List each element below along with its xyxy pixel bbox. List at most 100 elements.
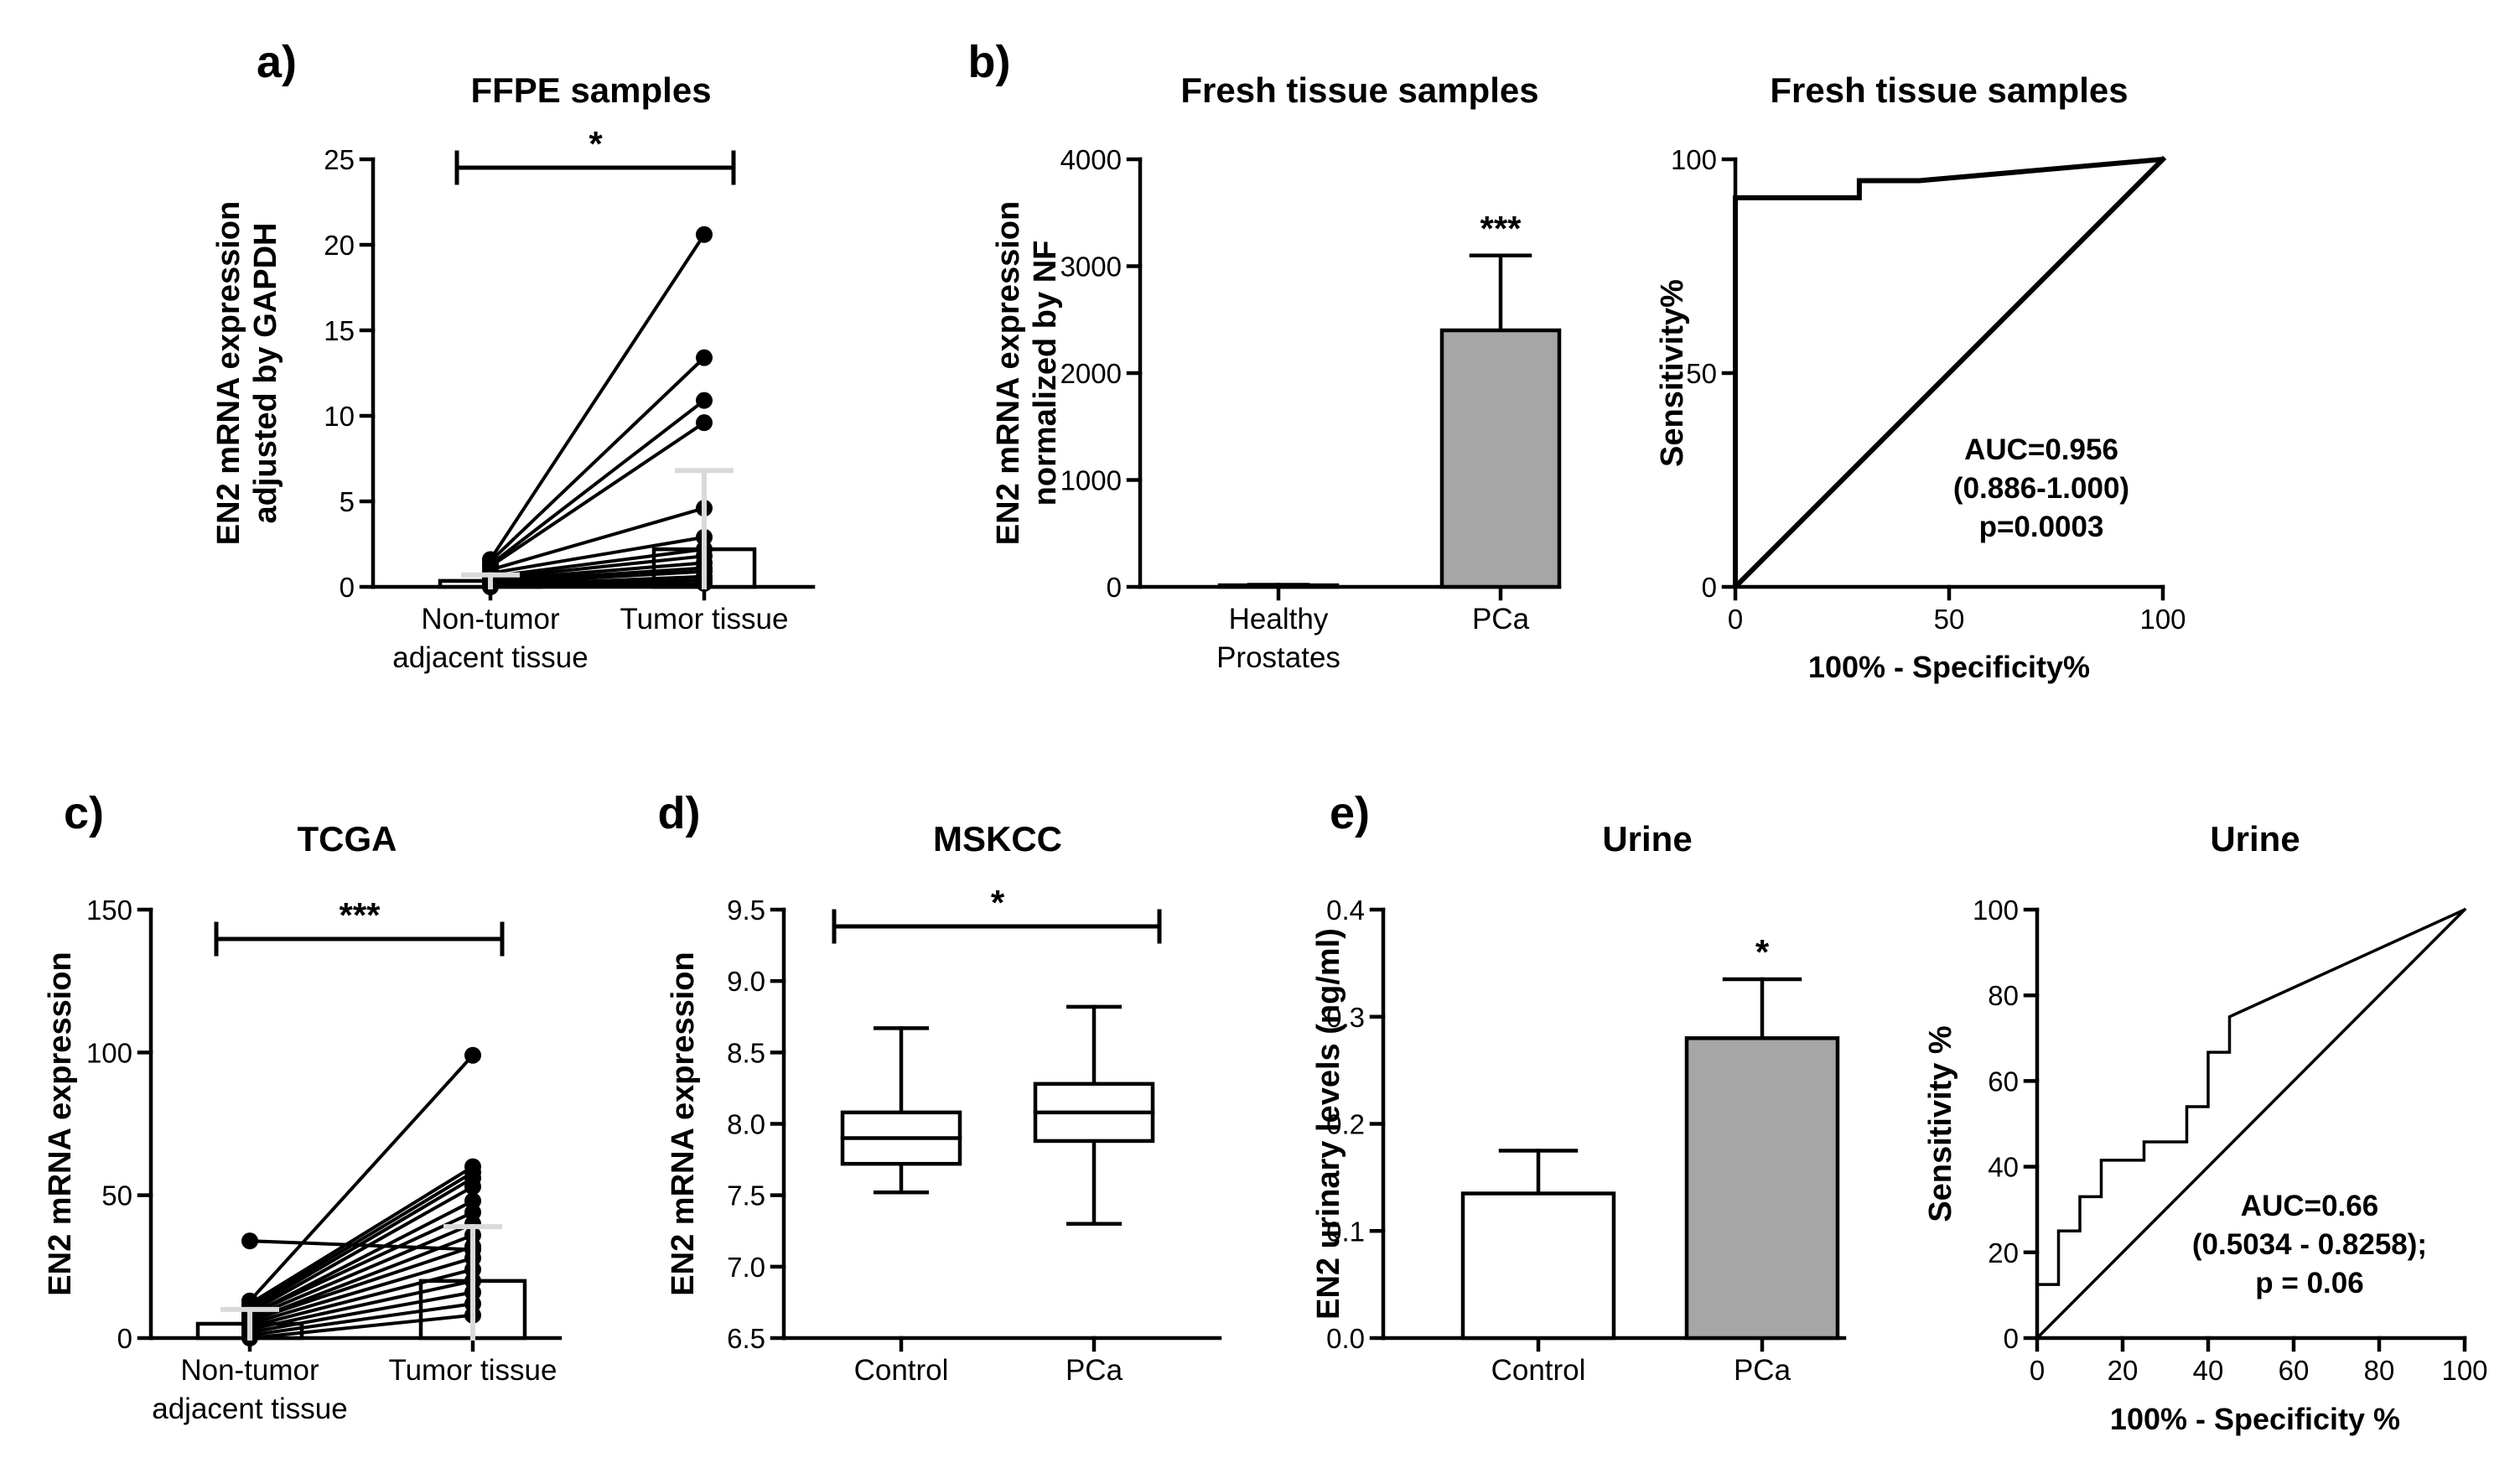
chart-title: FFPE samples (470, 70, 711, 110)
y-tick-label: 10 (324, 401, 355, 432)
paired-line (247, 1290, 475, 1335)
y-tick-label: 25 (324, 144, 355, 175)
bar (1460, 1191, 1616, 1341)
x-tick-label: PCa (1472, 603, 1530, 635)
y-axis-label: EN2 mRNA expression (43, 952, 78, 1295)
y-tick-label: 0.1 (1326, 1216, 1365, 1247)
x-tick-label: 0 (2030, 1355, 2045, 1386)
paired-line (247, 1267, 475, 1329)
data-point (241, 1232, 258, 1250)
paired-line (247, 1232, 475, 1324)
y-tick-label: 0 (117, 1323, 132, 1354)
y-tick-label: 7.0 (727, 1252, 765, 1283)
paired-line (247, 1222, 475, 1320)
panel-label: a) (257, 37, 297, 87)
chart-title: MSKCC (933, 819, 1062, 858)
significance-marker: *** (1480, 209, 1522, 248)
x-tick-label: 100 (2441, 1355, 2487, 1386)
paired-line (488, 561, 707, 582)
x-axis-label: 100% - Specificity% (1808, 650, 2090, 684)
y-axis-label: normalized by NF (1028, 241, 1063, 506)
paired-line (488, 231, 707, 563)
data-point (696, 349, 713, 366)
paired-line (488, 506, 707, 573)
y-tick-label: 7.5 (727, 1180, 765, 1211)
paired-line (488, 535, 707, 575)
y-tick-label: 15 (324, 315, 355, 346)
y-tick-label: 50 (1686, 358, 1717, 389)
y-tick-label: 0 (1107, 572, 1122, 603)
y-tick-label: 0.4 (1326, 895, 1365, 926)
x-tick-label: Healthy (1229, 603, 1329, 635)
x-axis-label: 100% - Specificity % (2110, 1402, 2400, 1436)
panel-label: e) (1330, 788, 1370, 838)
y-tick-label: 0.2 (1326, 1109, 1365, 1140)
x-tick-label: 60 (2279, 1355, 2310, 1386)
paired-line (247, 1313, 475, 1341)
data-point (696, 226, 713, 243)
chart-e2: Urine Sensitivity % 0 20 40 60 80 100 0 20 40 60 80 1… (1923, 819, 2488, 1436)
auc-annotation: p = 0.06 (2255, 1267, 2363, 1299)
paired-line (247, 1279, 475, 1332)
auc-annotation: AUC=0.66 (2241, 1190, 2378, 1222)
x-tick-label: adjacent tissue (392, 641, 588, 674)
x-tick-label: Control (854, 1354, 949, 1387)
x-tick-label: Non-tumor (180, 1354, 319, 1387)
x-tick-label: Tumor tissue (389, 1354, 557, 1387)
y-axis-label: Sensitivity % (1923, 1025, 1958, 1222)
reference-diagonal (2035, 907, 2467, 1341)
paired-line (247, 1210, 475, 1318)
chart-title: Fresh tissue samples (1770, 70, 2128, 110)
y-tick-label: 100 (1671, 144, 1717, 175)
y-tick-label: 40 (1988, 1152, 2019, 1183)
y-tick-label: 0 (340, 572, 355, 603)
y-axis-label: EN2 mRNA expression (666, 952, 701, 1295)
paired-line (488, 397, 707, 568)
y-tick-label: 0.3 (1326, 1002, 1365, 1033)
data-point (696, 392, 713, 409)
paired-line (488, 569, 707, 586)
paired-line (488, 547, 707, 578)
y-tick-label: 8.5 (727, 1037, 765, 1068)
chart-b1: b) Fresh tissue samples EN2 mRNA expressio… (968, 37, 1562, 674)
auc-annotation: p=0.0003 (1979, 511, 2104, 543)
y-tick-label: 20 (1988, 1237, 2019, 1268)
x-tick-label: 40 (2193, 1355, 2224, 1386)
auc-annotation: (0.886-1.000) (1953, 472, 2129, 505)
x-tick-label: PCa (1734, 1354, 1791, 1387)
chart-title: Urine (2210, 819, 2300, 858)
paired-line (247, 1164, 475, 1306)
y-axis-label: Sensitivity% (1655, 279, 1690, 467)
y-tick-label: 0 (1702, 572, 1717, 603)
paired-line (247, 1170, 475, 1310)
roc-curve (1733, 157, 2164, 587)
bar (1439, 328, 1562, 589)
data-point (464, 1046, 481, 1064)
y-axis-label: EN2 urinary levels (ng/ml) (1311, 928, 1346, 1320)
y-axis-label: adjusted by GAPDH (248, 223, 283, 524)
significance-marker: * (991, 883, 1005, 922)
data-point (696, 414, 713, 432)
chart-d: d) MSKCC EN2 mRNA expression 6.5 7.0 7.5 8.0 8.… (658, 788, 1222, 1387)
y-tick-label: 8.0 (727, 1109, 765, 1140)
paired-line (488, 355, 707, 564)
data-point (464, 1178, 481, 1196)
x-tick-label: 50 (1934, 604, 1965, 635)
chart-c: c) TCGA EN2 mRNA expression 0 50 100 150 Non-tu… (43, 788, 563, 1425)
bar (1684, 1036, 1840, 1341)
x-tick-label: Control (1491, 1354, 1586, 1387)
y-tick-label: 5 (340, 486, 355, 517)
paired-line (247, 1256, 475, 1326)
significance-marker: *** (339, 895, 381, 935)
y-tick-label: 4000 (1060, 144, 1122, 175)
panel-label: c) (64, 788, 104, 838)
auc-annotation: AUC=0.956 (1964, 433, 2118, 466)
y-tick-label: 50 (101, 1180, 132, 1211)
y-tick-label: 6.5 (727, 1323, 765, 1354)
x-tick-label: adjacent tissue (152, 1393, 347, 1425)
x-tick-label: 80 (2364, 1355, 2395, 1386)
x-tick-label: Prostates (1216, 641, 1340, 674)
chart-b2: Fresh tissue samples Sensitivity% 0 50 100 0 5… (1655, 70, 2186, 684)
roc-curve (2035, 908, 2466, 1338)
